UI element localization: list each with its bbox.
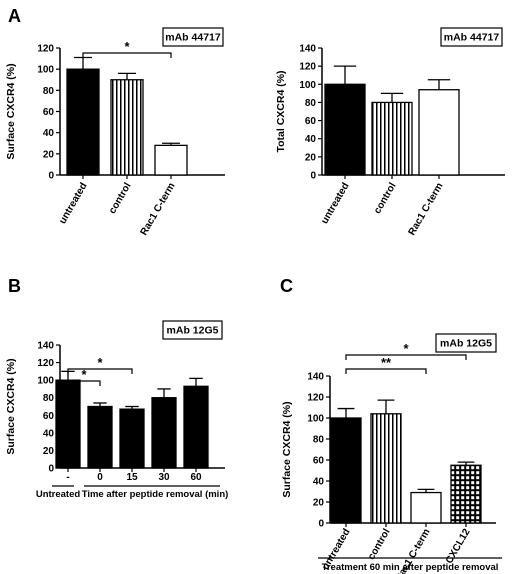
y-tick-label: 140 [37, 341, 54, 352]
bar [371, 101, 413, 176]
y-tick-label: 0 [310, 171, 316, 182]
bar [418, 89, 460, 176]
x-category-label: untreated [319, 181, 351, 226]
y-tick-label: 80 [43, 86, 55, 97]
x-category-label: control [372, 181, 399, 216]
treatment-footer: Treatment 60 min after peptide removal [322, 562, 499, 573]
x-category-label: untreated [57, 181, 89, 226]
y-tick-label: 80 [313, 435, 325, 446]
y-axis-title: Surface CXCR4 (%) [5, 63, 17, 159]
y-tick-label: 20 [43, 149, 55, 160]
panel-label-c: C [280, 276, 293, 296]
x-category-label: 15 [126, 472, 138, 483]
y-tick-label: 120 [37, 358, 54, 369]
significance-bracket [67, 368, 133, 374]
y-tick-label: 120 [299, 62, 316, 73]
significance-label: ** [381, 355, 392, 370]
y-axis-title: Surface CXCR4 (%) [281, 401, 293, 497]
chart-total-cxcr4-mab44717: 0 20 40 60 80 100 120 140 Total CXCR4 (%) untreat… [275, 27, 505, 238]
significance-label: * [97, 355, 103, 370]
antibody-label: mAb 12G5 [167, 325, 219, 337]
bar [330, 417, 362, 524]
y-tick-label: 100 [307, 414, 324, 425]
y-tick-label: 80 [305, 98, 317, 109]
x-category-label: 30 [158, 472, 170, 483]
x-category-label: control [366, 527, 393, 562]
x-category-label: 60 [190, 472, 202, 483]
x-category-label: Rac1 C-term [407, 181, 446, 238]
y-tick-label: 40 [43, 128, 55, 139]
panel-label-a: A [8, 6, 21, 26]
bar [410, 491, 442, 524]
y-axis-title: Surface CXCR4 (%) [5, 358, 17, 454]
y-tick-label: 100 [37, 65, 54, 76]
y-tick-label: 100 [299, 80, 316, 91]
x-category-label: - [66, 472, 69, 483]
y-tick-label: 20 [43, 446, 55, 457]
y-tick-label: 120 [307, 393, 324, 404]
y-tick-label: 0 [318, 519, 324, 530]
significance-label: * [403, 341, 409, 356]
y-axis-title: Total CXCR4 (%) [275, 70, 287, 152]
bar [183, 385, 209, 469]
y-tick-label: 40 [305, 134, 317, 145]
x-category-label: CXCL12 [444, 527, 473, 566]
y-tick-label: 20 [305, 152, 317, 163]
antibody-label: mAb 44717 [444, 32, 500, 44]
y-tick-label: 140 [299, 44, 316, 55]
y-tick-label: 60 [313, 456, 325, 467]
significance-bracket [345, 354, 467, 360]
y-tick-label: 0 [48, 464, 54, 475]
group-label-untreated: Untreated [36, 489, 81, 500]
significance-bracket [67, 380, 101, 386]
x-category-label: Rac1 C-term [139, 181, 178, 238]
y-tick-label: 80 [43, 393, 55, 404]
bar [370, 413, 402, 524]
y-tick-label: 40 [43, 428, 55, 439]
bar [151, 397, 177, 469]
antibody-label-box [162, 27, 224, 47]
bar [154, 144, 188, 176]
x-category-label: 0 [97, 472, 103, 483]
bar [87, 405, 113, 469]
y-tick-label: 60 [43, 411, 55, 422]
panel-label-b: B [8, 276, 21, 296]
bar [450, 464, 482, 524]
bar [110, 79, 144, 176]
antibody-label: mAb 44717 [165, 32, 221, 44]
bar [119, 408, 145, 469]
bar [66, 68, 100, 176]
y-tick-label: 120 [37, 44, 54, 55]
y-tick-label: 60 [305, 116, 317, 127]
significance-bracket [82, 52, 172, 58]
chart-surface-cxcr4-mab44717: 0 20 40 60 80 100 120 Surface CXCR4 (%) untreate… [5, 27, 225, 238]
y-tick-label: 60 [43, 107, 55, 118]
y-tick-label: 20 [313, 498, 325, 509]
group-label-time: Time after peptide removal (min) [82, 489, 229, 500]
bar [324, 83, 366, 176]
bar [55, 379, 81, 469]
significance-label: * [124, 39, 130, 54]
y-tick-label: 40 [313, 477, 325, 488]
significance-label: * [81, 367, 87, 382]
y-tick-label: 100 [37, 376, 54, 387]
y-tick-label: 140 [307, 372, 324, 383]
y-tick-label: 0 [48, 171, 54, 182]
antibody-label-box [440, 27, 503, 47]
significance-bracket [345, 368, 427, 374]
antibody-label-box [435, 333, 497, 353]
antibody-label-box [162, 320, 223, 340]
x-category-label: control [107, 181, 134, 216]
antibody-label: mAb 12G5 [440, 338, 492, 350]
chart-surface-cxcr4-time-course: 0 20 40 60 80 100 120 140 Surface CXCR4 (%) - 0 15 3… [5, 320, 229, 500]
